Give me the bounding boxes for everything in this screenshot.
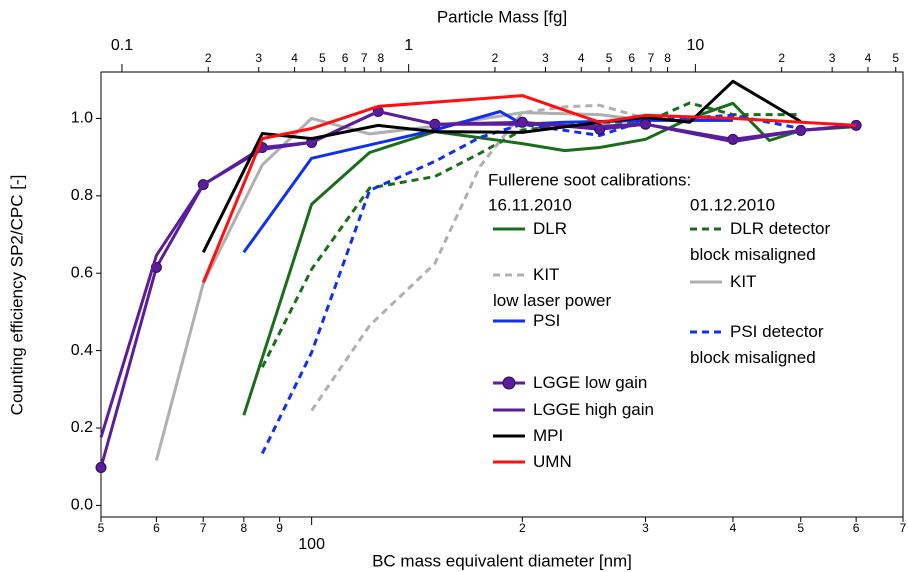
- y-axis-title: Counting efficiency SP2/CPC [-]: [7, 175, 26, 416]
- y-tick-label: 1.0: [71, 110, 93, 127]
- x-tick-label: 100: [298, 536, 325, 553]
- x2-tick-label: 5: [892, 51, 899, 65]
- legend-label: UMN: [533, 452, 572, 471]
- x2-tick-label: 7: [648, 51, 655, 65]
- x-tick-label: 5: [98, 521, 105, 535]
- x2-tick-label: 4: [578, 51, 585, 65]
- x2-tick-label: 4: [291, 51, 298, 65]
- legend-label: DLR: [533, 219, 568, 238]
- x-tick-label: 5: [797, 521, 804, 535]
- x2-tick-label: 2: [205, 51, 212, 65]
- x2-tick-label: 3: [255, 51, 262, 65]
- x-tick-label: 7: [200, 521, 207, 535]
- series-line: [260, 101, 801, 368]
- legend-group: 16.11.2010: [488, 195, 572, 214]
- plot-frame: [100, 71, 904, 518]
- series-line: [201, 79, 802, 253]
- series-line: [242, 101, 857, 416]
- x2-tick-label: 8: [664, 51, 671, 65]
- x2-tick-label: 6: [342, 51, 349, 65]
- legend-label: KIT low laser power: [493, 265, 612, 310]
- series-line: [201, 94, 857, 284]
- y-tick-label: 0.6: [71, 264, 93, 281]
- legend-title: Fullerene soot calibrations:: [488, 170, 691, 189]
- x2-tick-label: 0.1: [111, 37, 133, 54]
- legend-label: KIT: [730, 272, 757, 291]
- x2-tick-label: 1: [404, 37, 413, 54]
- y-tick-label: 0.8: [71, 187, 93, 204]
- x-tick-label: 7: [900, 521, 907, 535]
- x2-tick-label: 3: [829, 51, 836, 65]
- x2-tick-label: 4: [865, 51, 872, 65]
- data-point: [95, 461, 107, 473]
- x2-tick-label: 5: [319, 51, 326, 65]
- x2-tick-label: 2: [492, 51, 499, 65]
- x2-axis-title: Particle Mass [fg]: [437, 7, 567, 26]
- x-tick-label: 6: [853, 521, 860, 535]
- legend-label: LGGE high gain: [533, 400, 654, 419]
- x-axis-title: BC mass equivalent diameter [nm]: [372, 551, 632, 570]
- x2-tick-label: 2: [778, 51, 785, 65]
- x-tick-label: 6: [153, 521, 160, 535]
- x-tick-label: 8: [240, 521, 247, 535]
- x-tick-label: 3: [642, 521, 649, 535]
- legend-label: PSI: [533, 311, 561, 330]
- legend-label: MPI: [533, 426, 564, 445]
- series-line: [260, 113, 801, 455]
- x2-tick-label: 5: [606, 51, 613, 65]
- y-tick-label: 0.2: [71, 419, 93, 436]
- legend-label: DLR detector block misaligned: [690, 219, 831, 264]
- x-tick-label: 9: [276, 521, 283, 535]
- x-tick-label: 4: [730, 521, 737, 535]
- y-tick-label: 0.4: [71, 342, 93, 359]
- x-tick-label: 2: [519, 521, 526, 535]
- x2-tick-label: 3: [542, 51, 549, 65]
- legend-label: LGGE low gain: [533, 373, 648, 392]
- series-line: [99, 110, 857, 438]
- x2-tick-label: 6: [628, 51, 635, 65]
- series-line: [310, 103, 646, 412]
- legend-marker: [502, 376, 516, 390]
- data-point: [516, 116, 528, 128]
- x2-tick-label: 10: [686, 37, 704, 54]
- y-tick-label: 0.0: [71, 497, 93, 514]
- legend-label: PSI detector block misaligned: [690, 322, 824, 367]
- x2-tick-label: 8: [378, 51, 385, 65]
- legend-group: 01.12.2010: [690, 195, 775, 214]
- series-line: [242, 110, 733, 254]
- x2-tick-label: 7: [361, 51, 368, 65]
